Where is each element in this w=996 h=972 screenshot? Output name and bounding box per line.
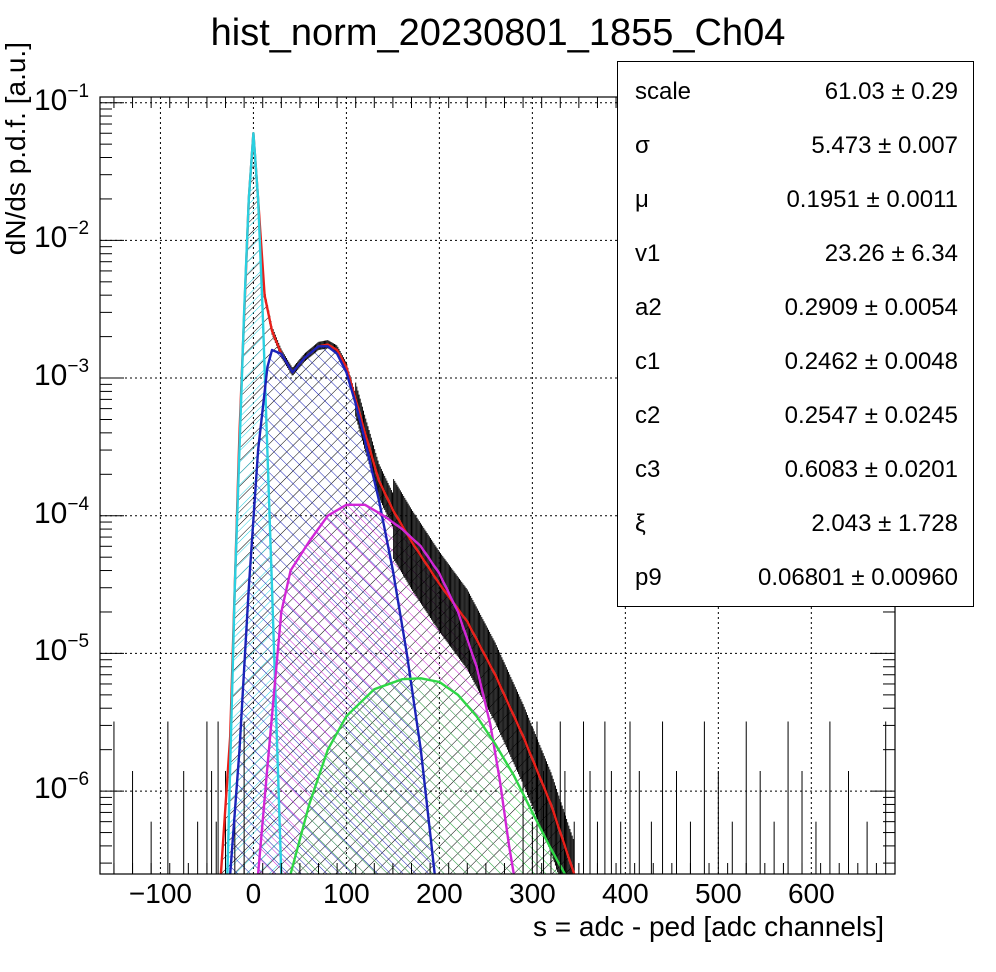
y-tick-label: 10−4 (34, 494, 89, 531)
y-tick-base: 10 (34, 359, 68, 393)
x-tick-label: 0 (245, 878, 262, 909)
y-tick-label: 10−5 (34, 631, 89, 668)
stats-param-value: 0.2462 ± 0.0048 (784, 348, 958, 375)
y-tick-base: 10 (34, 496, 68, 530)
x-tick-label: 300 (509, 878, 556, 909)
y-tick-exponent: −3 (67, 356, 90, 378)
y-tick-exponent: −2 (67, 218, 90, 240)
stats-row: c2 0.2547 ± 0.0245 (618, 389, 973, 443)
series-fill-4 (290, 678, 565, 874)
stats-row: σ 5.473 ± 0.007 (618, 119, 973, 173)
stats-row: c3 0.6083 ± 0.0201 (618, 443, 973, 497)
stats-param-value: 23.26 ± 6.34 (824, 240, 958, 267)
stats-row: a2 0.2909 ± 0.0054 (618, 281, 973, 335)
stats-param-value: 2.043 ± 1.728 (811, 510, 958, 537)
stats-row: c1 0.2462 ± 0.0048 (618, 335, 973, 389)
stats-param-name: c2 (635, 402, 661, 429)
fit-stats-box: scale 61.03 ± 0.29 σ 5.473 ± 0.007 μ 0.1951 ±… (617, 61, 974, 607)
y-tick-label: 10−3 (34, 356, 89, 393)
stats-param-name: c1 (635, 348, 661, 375)
chart-title: hist_norm_20230801_1855_Ch04 (210, 12, 786, 54)
fit-1pe-curve (229, 345, 436, 875)
stats-param-value: 61.03 ± 0.29 (824, 78, 958, 105)
y-tick-label: 10−1 (34, 81, 89, 118)
stats-param-name: σ (635, 132, 650, 159)
y-tick-exponent: −6 (67, 769, 90, 791)
x-axis-label: s = adc - ped [adc channels] (533, 911, 884, 942)
y-tick-exponent: −5 (67, 631, 90, 653)
fit-pedestal-curve (226, 132, 283, 875)
stats-param-value: 0.2909 ± 0.0054 (784, 294, 958, 321)
stats-param-value: 0.1951 ± 0.0011 (786, 186, 958, 213)
x-tick-label: 100 (323, 878, 370, 909)
stats-row: μ 0.1951 ± 0.0011 (618, 173, 973, 227)
y-tick-base: 10 (34, 221, 68, 255)
fit-curves (219, 132, 576, 875)
stats-param-value: 0.06801 ± 0.00960 (757, 564, 958, 591)
stats-param-name: ξ (635, 510, 646, 537)
stats-param-name: c3 (635, 456, 661, 483)
x-tick-label: −100 (128, 878, 192, 909)
x-tick-label: 600 (787, 878, 835, 909)
y-tick-base: 10 (34, 634, 68, 668)
stats-param-value: 0.6083 ± 0.0201 (784, 456, 958, 483)
y-tick-base: 10 (34, 772, 68, 806)
y-tick-label: 10−2 (34, 218, 89, 255)
stats-param-name: v1 (635, 240, 661, 267)
x-tick-label: 400 (601, 878, 649, 909)
y-tick-exponent: −1 (67, 80, 90, 102)
stats-param-name: a2 (635, 294, 662, 321)
stats-param-value: 5.473 ± 0.007 (811, 132, 958, 159)
stats-param-name: p9 (635, 564, 662, 591)
y-tick-exponent: −4 (67, 493, 90, 515)
x-tick-label: 500 (694, 878, 742, 909)
stats-row: p9 0.06801 ± 0.00960 (618, 551, 973, 605)
stats-row: v1 23.26 ± 6.34 (618, 227, 973, 281)
fit-3pe-curve (289, 677, 566, 875)
y-tick-label: 10−6 (34, 769, 89, 806)
stats-param-name: scale (635, 78, 692, 105)
x-tick-label: 200 (416, 878, 463, 909)
stats-row: ξ 2.043 ± 1.728 (618, 497, 973, 551)
y-axis-label: dN/ds p.d.f. [a.u.] (0, 42, 31, 256)
stats-param-value: 0.2547 ± 0.0245 (784, 402, 958, 429)
y-tick-base: 10 (34, 83, 68, 117)
stats-param-name: μ (635, 186, 649, 213)
stats-row: scale 61.03 ± 0.29 (618, 65, 973, 119)
fit-2pe-curve (256, 503, 515, 875)
